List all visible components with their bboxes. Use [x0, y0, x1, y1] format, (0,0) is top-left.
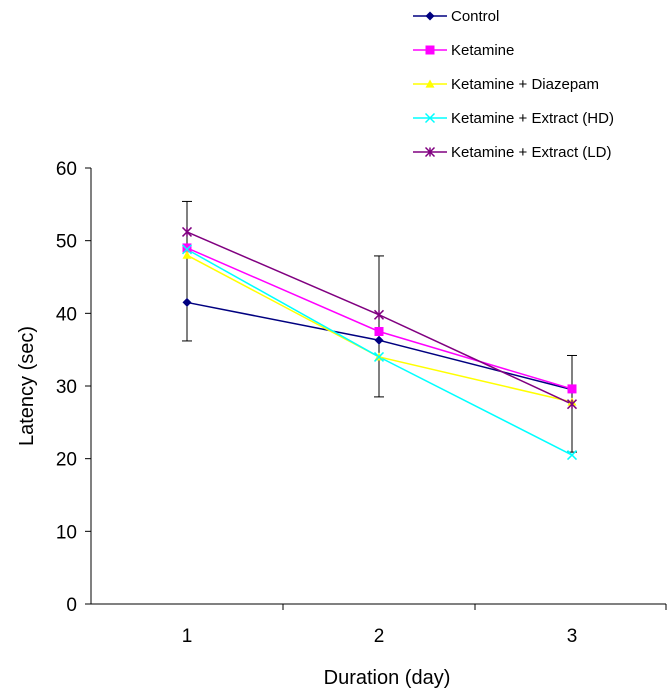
data-point-stroke — [181, 244, 193, 255]
y-tick-label: 20 — [56, 450, 77, 471]
y-tick-label: 30 — [56, 377, 77, 398]
data-point — [182, 250, 192, 259]
legend-label: Ketamine + Extract (LD) — [451, 144, 611, 161]
legend-marker — [425, 79, 435, 88]
series-markers — [181, 226, 578, 461]
x-tick-label: 1 — [182, 626, 193, 647]
y-tick-label: 60 — [56, 159, 77, 180]
data-point — [566, 399, 578, 410]
legend-marker — [424, 146, 436, 158]
data-point — [566, 450, 578, 461]
y-tick-label: 0 — [66, 595, 77, 616]
legend-marker — [424, 112, 436, 124]
data-point — [182, 297, 192, 307]
legend-marker — [425, 45, 435, 55]
legend-label: Ketamine — [451, 42, 514, 59]
x-tick-label: 3 — [567, 626, 578, 647]
data-point-stroke — [373, 351, 385, 362]
error-bars — [182, 200, 577, 453]
legend-label: Ketamine + Extract (HD) — [451, 110, 614, 127]
x-tick-label: 2 — [374, 626, 385, 647]
data-point — [373, 351, 385, 362]
legend-marker-stroke — [424, 112, 436, 124]
data-point — [181, 226, 193, 237]
y-tick-label: 50 — [56, 232, 77, 253]
legend-label: Ketamine + Diazepam — [451, 76, 599, 93]
y-ticks: 0 10 20 30 40 50 60 — [56, 159, 91, 616]
data-point — [567, 384, 577, 394]
legend-marker — [425, 11, 435, 21]
data-point — [182, 243, 192, 253]
legend-label: Control — [451, 8, 499, 25]
data-point-stroke — [566, 450, 578, 461]
x-ticks: 1 2 3 — [182, 604, 667, 647]
legend: Control Ketamine Ketamine + Diazepam Ketami… — [413, 8, 614, 161]
data-point — [374, 327, 384, 336]
y-axis-title: Latency (sec) — [16, 326, 38, 446]
data-point — [181, 244, 193, 255]
x-axis-title: Duration (day) — [324, 667, 451, 689]
data-point — [374, 335, 384, 345]
y-tick-label: 10 — [56, 522, 77, 543]
data-point — [373, 309, 385, 320]
y-tick-label: 40 — [56, 304, 77, 325]
